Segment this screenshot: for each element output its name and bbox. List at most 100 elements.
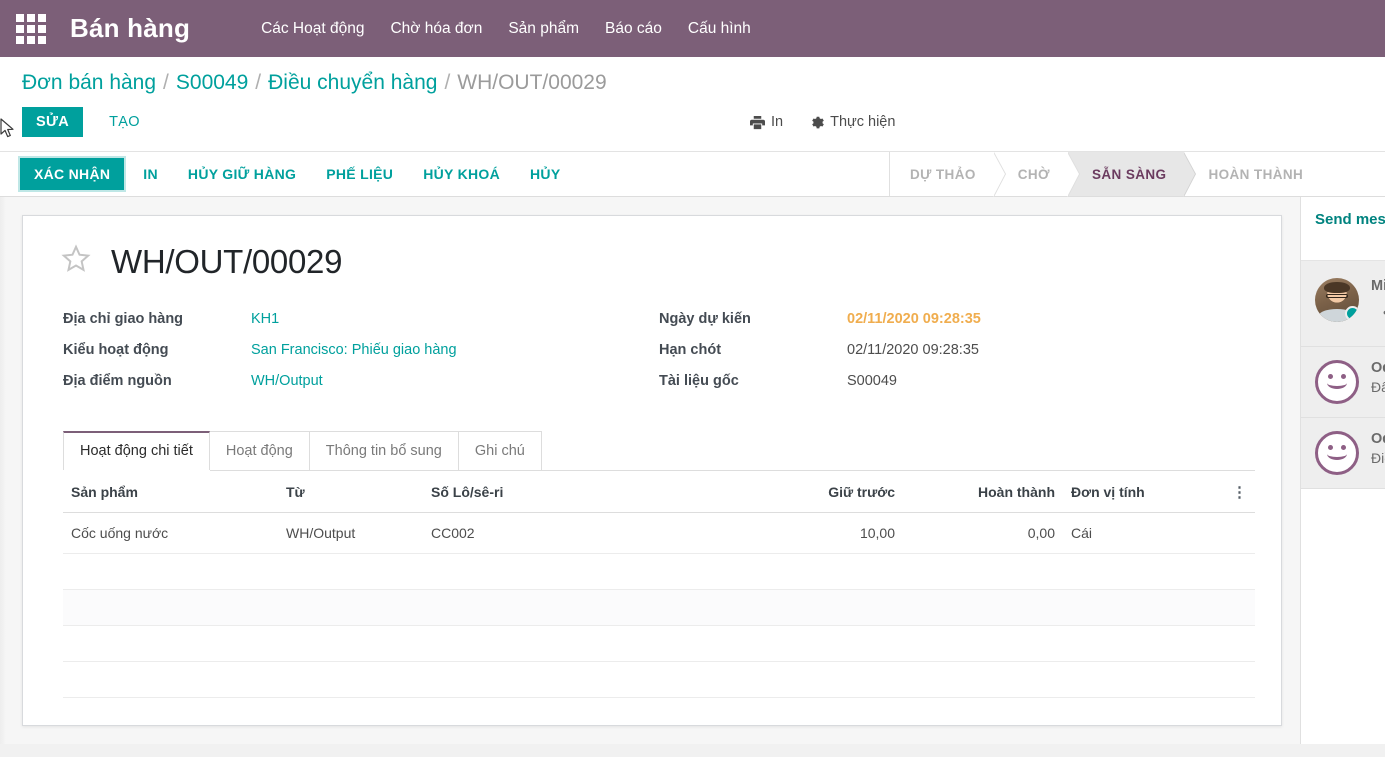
column-header-lot-serial[interactable]: Số Lô/sê-ri [423,471,723,513]
send-message-button[interactable]: Send message [1315,211,1385,228]
field-value[interactable]: WH/Output [251,373,323,389]
column-header-done[interactable]: Hoàn thành [903,471,1063,513]
breadcrumb-item-transfers[interactable]: Điều chuyển hàng [268,71,438,94]
field-column-left: Địa chỉ giao hàng KH1 Kiểu hoạt động San… [63,311,659,404]
field-column-right: Ngày dự kiến 02/11/2020 09:28:35 Hạn chó… [659,311,1255,404]
chatter-panel: Send message Mitch • OdooB Đây đ [1300,197,1385,744]
unreserve-button[interactable]: HỦY GIỮ HÀNG [177,159,307,189]
table-body: Cốc uống nước WH/Output CC002 10,00 0,00… [63,512,1255,698]
chatter-message-text: • [1371,304,1385,320]
statusbar-stages: DỰ THẢO CHỜ SẴN SÀNG HOÀN THÀNH [890,152,1385,197]
tab-additional-info[interactable]: Thông tin bổ sung [308,431,459,470]
table-row-empty [63,589,1255,626]
field-label: Ngày dự kiến [659,311,751,327]
action-dropdown[interactable]: Thực hiện [809,114,895,130]
stage-draft[interactable]: DỰ THẢO [890,152,1006,197]
breadcrumb: Đơn bán hàng / S00049 / Điều chuyển hàng / WH/… [0,71,1385,101]
nav-item-activities[interactable]: Các Hoạt động [261,19,365,37]
avatar [1315,431,1359,475]
statusbar-row: XÁC NHẬN IN HỦY GIỮ HÀNG PHẾ LIỆU HỦY KH… [0,152,1385,197]
control-panel-actions: In Thực hiện [750,114,895,130]
tab-note[interactable]: Ghi chú [457,431,542,470]
field-label: Kiểu hoạt động [63,342,169,358]
avatar [1315,278,1359,322]
table-row-empty [63,553,1255,590]
cell-lot-serial: CC002 [423,512,723,554]
stage-ready[interactable]: SẴN SÀNG [1067,152,1197,197]
cell-done: 0,00 [903,512,1063,554]
nav-item-products[interactable]: Sản phẩm [508,19,579,37]
optional-columns-toggle[interactable]: ⋮ [1224,471,1255,513]
field-source-document: Tài liệu gốc S00049 [659,373,1255,389]
online-status-dot [1345,306,1359,321]
top-navbar: Bán hàng Các Hoạt động Chờ hóa đơn Sản p… [0,0,1385,57]
form-sheet: WH/OUT/00029 Địa chỉ giao hàng KH1 Kiểu … [22,215,1282,726]
avatar [1315,360,1359,404]
chatter-message-body: OdooB Điều c [1371,431,1385,466]
stage-done[interactable]: HOÀN THÀNH [1184,152,1322,196]
gear-icon [809,115,824,130]
confirm-button[interactable]: XÁC NHẬN [20,158,125,190]
breadcrumb-separator: / [255,71,262,94]
breadcrumb-separator: / [163,71,169,94]
apps-grid-icon[interactable] [14,12,48,46]
column-header-product[interactable]: Sản phẩm [63,471,278,513]
field-grid: Địa chỉ giao hàng KH1 Kiểu hoạt động San… [49,311,1255,404]
breadcrumb-item-current: WH/OUT/00029 [457,71,607,94]
cell-from: WH/Output [278,512,423,554]
print-dropdown[interactable]: In [750,114,783,130]
app-brand-title[interactable]: Bán hàng [70,13,191,43]
field-label: Địa điểm nguồn [63,373,172,389]
column-header-uom[interactable]: Đơn vị tính [1063,471,1224,513]
field-deadline: Hạn chót 02/11/2020 09:28:35 [659,342,1255,358]
stage-waiting[interactable]: CHỜ [993,152,1081,197]
cell-product: Cốc uống nước [63,512,278,554]
action-label: Thực hiện [830,114,896,130]
field-scheduled-date: Ngày dự kiến 02/11/2020 09:28:35 [659,311,1255,327]
breadcrumb-item-sale-orders[interactable]: Đơn bán hàng [22,71,157,94]
chatter-message[interactable]: Mitch • [1301,261,1385,347]
navbar-menu: Các Hoạt động Chờ hóa đơn Sản phẩm Báo c… [248,14,764,44]
column-header-reserved[interactable]: Giữ trước [723,471,903,513]
table-header-row: Sản phẩm Từ Số Lô/sê-ri Giữ trước Hoàn t… [63,471,1255,513]
chatter-message[interactable]: OdooB Điều c [1301,418,1385,489]
tab-detailed-operations[interactable]: Hoạt động chi tiết [63,431,210,470]
star-outline-icon[interactable] [59,242,93,281]
cell-uom: Cái [1063,512,1224,554]
page-bottom-padding [0,744,1385,757]
chatter-message-author: OdooB [1371,431,1385,447]
chatter-message-text: Điều c [1371,450,1385,466]
column-header-from[interactable]: Từ [278,471,423,513]
breadcrumb-item-s00049[interactable]: S00049 [175,71,249,94]
field-source-location: Địa điểm nguồn WH/Output [63,373,659,389]
scrap-button[interactable]: PHẾ LIỆU [315,159,404,189]
field-value[interactable]: KH1 [251,311,280,327]
nav-item-to-invoice[interactable]: Chờ hóa đơn [390,19,483,37]
field-value: 02/11/2020 09:28:35 [847,342,979,358]
chatter-message[interactable]: OdooB Đây đ [1301,347,1385,418]
field-label: Tài liệu gốc [659,373,739,389]
operations-table: Sản phẩm Từ Số Lô/sê-ri Giữ trước Hoàn t… [63,471,1255,698]
nav-item-configuration[interactable]: Cấu hình [687,19,751,37]
cancel-button[interactable]: HỦY [519,159,571,189]
nav-item-reporting[interactable]: Báo cáo [605,19,662,37]
create-button[interactable]: TẠO [97,107,152,137]
table-row[interactable]: Cốc uống nước WH/Output CC002 10,00 0,00… [63,512,1255,554]
control-panel: Đơn bán hàng / S00049 / Điều chuyển hàng / WH/… [0,57,1385,152]
print-button[interactable]: IN [132,159,169,189]
field-value[interactable]: San Francisco: Phiếu giao hàng [251,342,457,358]
field-label: Địa chỉ giao hàng [63,311,184,327]
edit-button[interactable]: SỬA [22,107,84,137]
unlock-button[interactable]: HỦY KHOÁ [412,159,511,189]
chatter-message-text: Đây đ [1371,379,1385,395]
table-row-empty [63,661,1255,698]
print-label: In [771,114,784,130]
field-value: S00049 [847,373,897,389]
main-content: WH/OUT/00029 Địa chỉ giao hàng KH1 Kiểu … [0,197,1385,744]
tab-operations[interactable]: Hoạt động [208,431,310,470]
printer-icon [750,115,765,130]
field-operation-type: Kiểu hoạt động San Francisco: Phiếu giao… [63,342,659,358]
statusbar-buttons: XÁC NHẬN IN HỦY GIỮ HÀNG PHẾ LIỆU HỦY KH… [0,152,890,196]
chatter-message-author: OdooB [1371,360,1385,376]
